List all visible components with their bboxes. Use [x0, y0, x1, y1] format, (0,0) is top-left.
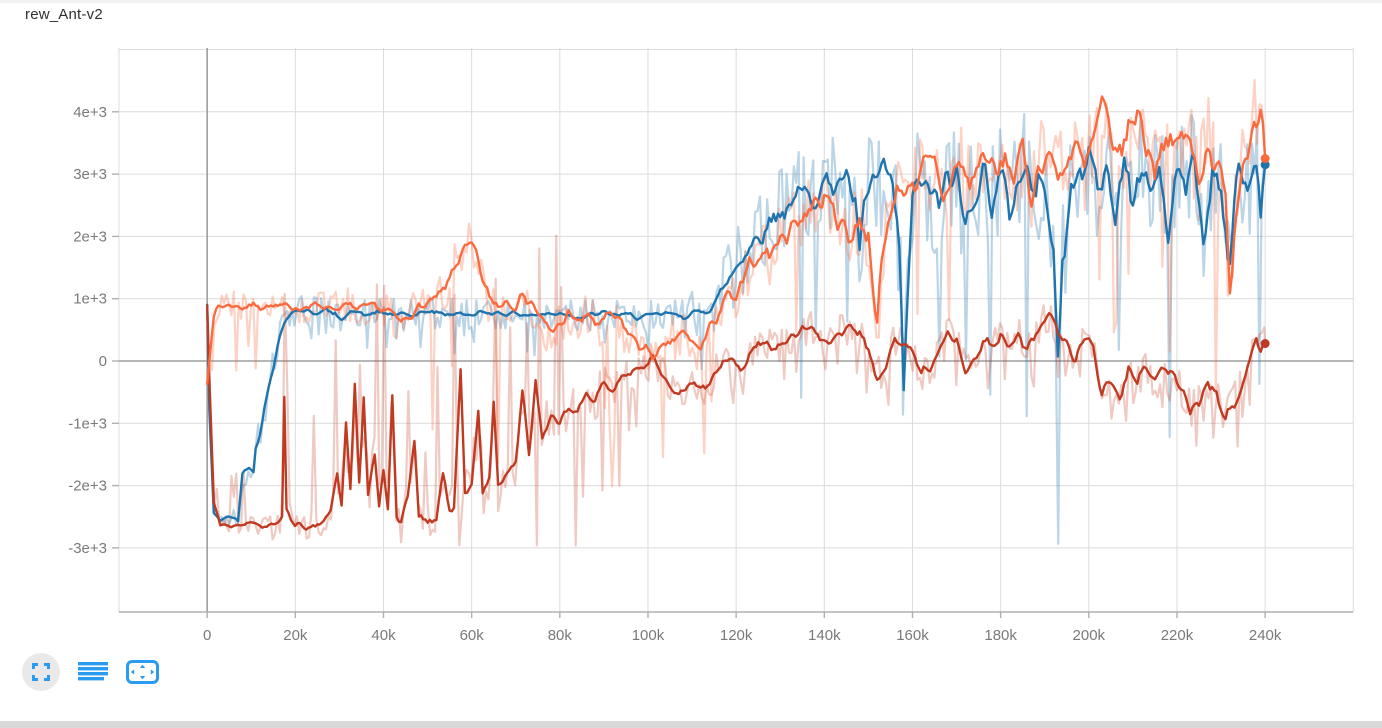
smoothed-series-lines [206, 95, 1267, 531]
y-tick-label: 0 [99, 353, 107, 370]
y-tick-label: 2e+3 [73, 228, 107, 245]
x-tick-label: 240k [1249, 627, 1282, 644]
series-run-blue-end-dot [1260, 160, 1270, 170]
y-tick-label: 3e+3 [73, 166, 107, 183]
x-tick-label: 220k [1161, 627, 1194, 644]
chart-title: rew_Ant-v2 [25, 6, 103, 23]
y-tick-label: 1e+3 [73, 291, 107, 308]
x-axis-tick-labels: 0 20k 40k 60k 80k 100k 120k 140k 160k 180k 200k 220… [203, 627, 1282, 644]
horizontal-scrollbar[interactable] [0, 721, 1382, 728]
axis-lines [112, 111, 1354, 618]
x-tick-label: 40k [371, 627, 396, 644]
x-tick-label: 120k [720, 627, 753, 644]
x-tick-label: 100k [632, 627, 665, 644]
y-tick-label: 4e+3 [73, 104, 107, 121]
series-run-red-end-dot [1260, 339, 1270, 349]
series-run-red-line [206, 304, 1267, 531]
x-tick-label: 160k [896, 627, 929, 644]
x-tick-label: 140k [808, 627, 841, 644]
x-tick-label: 200k [1073, 627, 1106, 644]
y-tick-label: -3e+3 [68, 540, 107, 557]
series-run-orange-line [206, 95, 1267, 386]
runs-list-button[interactable] [78, 662, 110, 681]
x-tick-label: 80k [548, 627, 573, 644]
x-tick-label: 60k [460, 627, 485, 644]
runs-list-icon [78, 662, 108, 681]
series-run-orange-end-dot [1260, 154, 1270, 164]
y-tick-label: -2e+3 [68, 478, 107, 495]
y-axis-tick-labels: 4e+3 3e+3 2e+3 1e+3 0 -1e+3 -2e+3 -3e+3 [68, 104, 107, 557]
x-tick-label: 20k [283, 627, 308, 644]
x-tick-label: 180k [984, 627, 1017, 644]
series-run-orange-raw-line [206, 78, 1267, 488]
top-edge-strip [0, 0, 1382, 3]
x-tick-label: 0 [203, 627, 211, 644]
series-end-markers [1260, 154, 1270, 349]
fit-domain-icon [126, 660, 159, 684]
fullscreen-button[interactable] [22, 653, 60, 691]
fullscreen-icon [32, 663, 50, 681]
fit-domain-button[interactable] [126, 660, 159, 684]
y-tick-label: -1e+3 [68, 415, 107, 432]
